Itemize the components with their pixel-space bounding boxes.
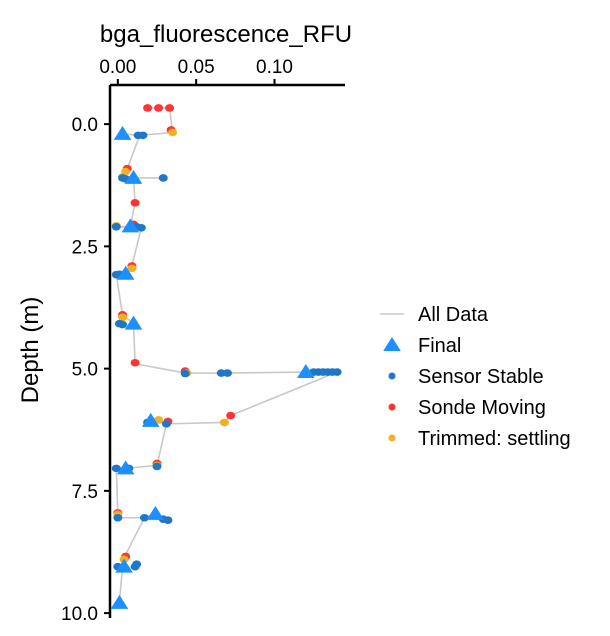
plot-area bbox=[110, 104, 342, 609]
final-point bbox=[110, 594, 129, 609]
trimmed-settling-point bbox=[118, 313, 128, 322]
x-tick-label: 0.05 bbox=[178, 57, 215, 78]
legend-label-final: Final bbox=[418, 335, 461, 357]
sensor-stable-point bbox=[111, 223, 121, 231]
sonde-moving-point bbox=[165, 104, 175, 112]
legend-label-sonde-moving: Sonde Moving bbox=[418, 397, 546, 419]
sonde-moving-point bbox=[130, 358, 140, 367]
sonde-moving-point bbox=[130, 199, 140, 207]
sensor-stable-point bbox=[223, 369, 232, 377]
y-tick-label: 10.0 bbox=[61, 604, 98, 625]
sensor-stable-point bbox=[138, 131, 148, 140]
trimmed-settling-point bbox=[219, 418, 229, 427]
legend-label-sensor-stable: Sensor Stable bbox=[418, 366, 544, 388]
final-point bbox=[297, 364, 315, 379]
y-tick-label: 7.5 bbox=[72, 482, 98, 503]
y-tick-label: 0.0 bbox=[72, 115, 98, 136]
x-tick-label: 0.00 bbox=[99, 57, 136, 78]
legend-label-all-data: All Data bbox=[418, 304, 489, 326]
x-axis-title: bga_fluorescence_RFU bbox=[100, 21, 352, 48]
sonde-moving-point bbox=[143, 104, 153, 112]
legend-key-sonde-moving bbox=[388, 403, 396, 411]
legend-label-trimmed-settling: Trimmed: settling bbox=[418, 428, 571, 450]
sensor-stable-point bbox=[152, 462, 162, 471]
sensor-stable-point bbox=[216, 369, 226, 377]
sonde-moving-point bbox=[154, 104, 164, 112]
legend-key-final bbox=[383, 337, 401, 351]
final-point bbox=[124, 315, 143, 330]
sensor-stable-point bbox=[139, 513, 149, 522]
legend-key-sensor-stable bbox=[388, 372, 396, 380]
sensor-stable-point bbox=[132, 560, 142, 569]
sensor-stable-point bbox=[163, 516, 173, 525]
final-point bbox=[113, 125, 132, 140]
final-point bbox=[116, 265, 135, 280]
sensor-stable-point bbox=[180, 369, 190, 378]
x-tick-label: 0.10 bbox=[256, 57, 293, 78]
sensor-stable-point bbox=[118, 320, 128, 329]
final-point bbox=[124, 169, 143, 184]
final-point bbox=[115, 558, 133, 573]
sensor-stable-point bbox=[161, 420, 171, 428]
sensor-stable-point bbox=[113, 513, 123, 522]
final-point bbox=[116, 460, 135, 475]
legend: All Data Final Sensor Stable Sonde Moving Tr… bbox=[380, 304, 571, 450]
y-tick-label: 2.5 bbox=[72, 237, 98, 258]
y-tick-label: 5.0 bbox=[72, 360, 98, 381]
y-axis-title: Depth (m) bbox=[17, 297, 44, 404]
trimmed-settling-point bbox=[127, 264, 137, 273]
all-data-line bbox=[115, 107, 338, 603]
final-point bbox=[146, 505, 165, 520]
sensor-stable-point bbox=[332, 368, 342, 376]
trimmed-settling-point bbox=[168, 128, 178, 137]
sensor-stable-point bbox=[158, 174, 168, 182]
legend-key-trimmed-settling bbox=[388, 434, 396, 442]
sonde-moving-point bbox=[226, 411, 236, 420]
axes: 0.00 0.05 0.10 0.0 2.5 5.0 7.5 10.0 bbox=[61, 57, 345, 625]
final-point bbox=[141, 412, 160, 427]
final-point bbox=[121, 218, 140, 233]
sensor-stable-point bbox=[111, 464, 121, 473]
